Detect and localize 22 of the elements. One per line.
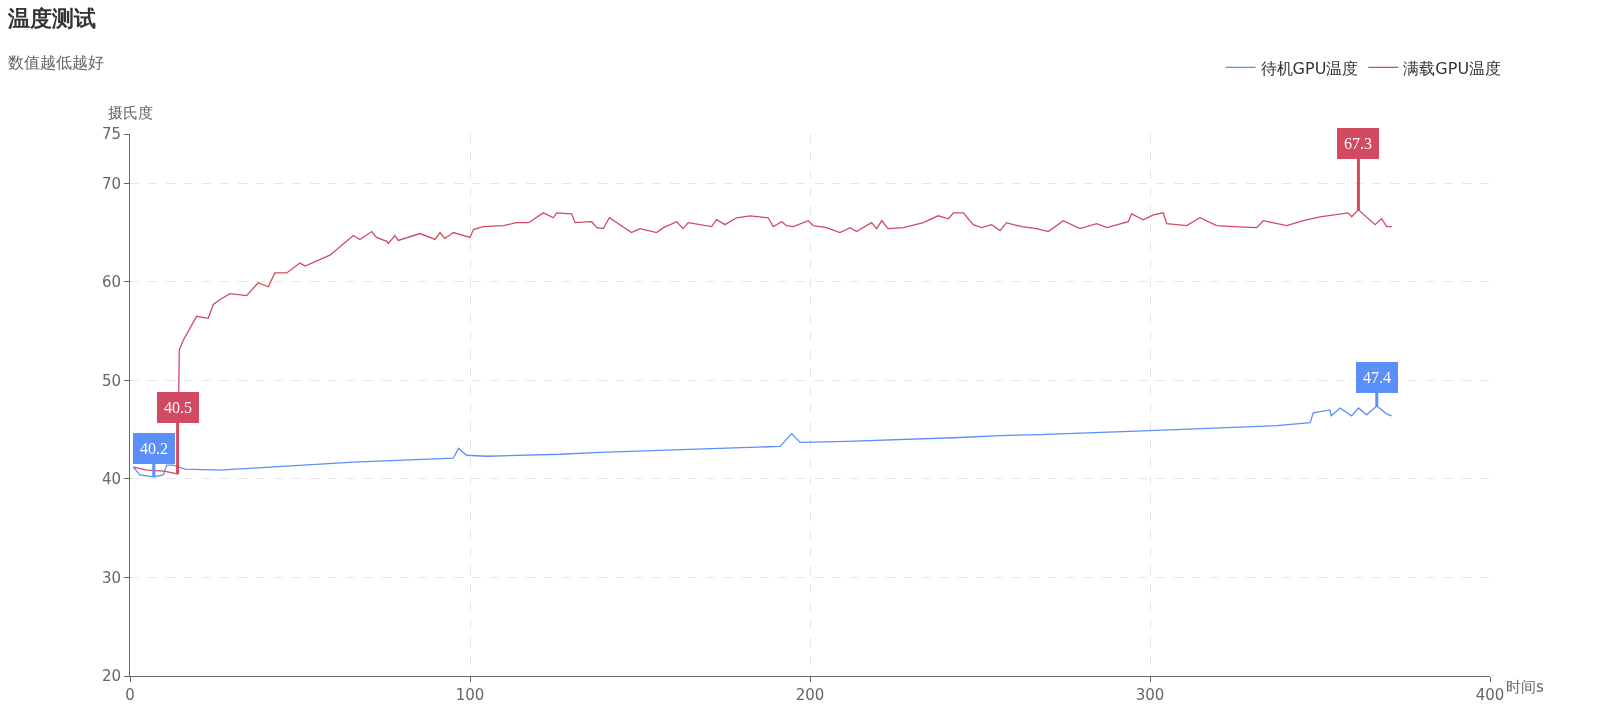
- y-axis-title: 摄氏度: [108, 104, 153, 122]
- x-tick-label: 200: [795, 686, 825, 704]
- annotation: 67.3: [1344, 135, 1372, 152]
- annotation: 47.4: [1363, 369, 1391, 386]
- y-tick-label: 70: [101, 174, 121, 193]
- legend-label: 待机GPU温度: [1260, 58, 1359, 78]
- x-tick-label: 100: [455, 686, 485, 704]
- annotation: 40.5: [164, 399, 192, 416]
- y-tick-label: 40: [101, 470, 121, 489]
- x-tick-label: 400: [1475, 686, 1505, 704]
- chart-title: 温度测试: [7, 6, 97, 32]
- y-tick-label: 50: [101, 371, 121, 390]
- y-tick-label: 20: [101, 667, 121, 686]
- x-tick-label: 0: [125, 686, 135, 704]
- x-axis-title: 时间s: [1506, 678, 1544, 696]
- y-tick-label: 75: [101, 125, 121, 144]
- y-tick-label: 60: [101, 273, 121, 292]
- chart-subtitle: 数值越低越好: [8, 53, 105, 72]
- annotation: 40.2: [140, 440, 168, 457]
- legend-label: 满载GPU温度: [1403, 58, 1502, 78]
- y-tick-label: 30: [101, 568, 121, 587]
- x-tick-label: 300: [1135, 686, 1165, 704]
